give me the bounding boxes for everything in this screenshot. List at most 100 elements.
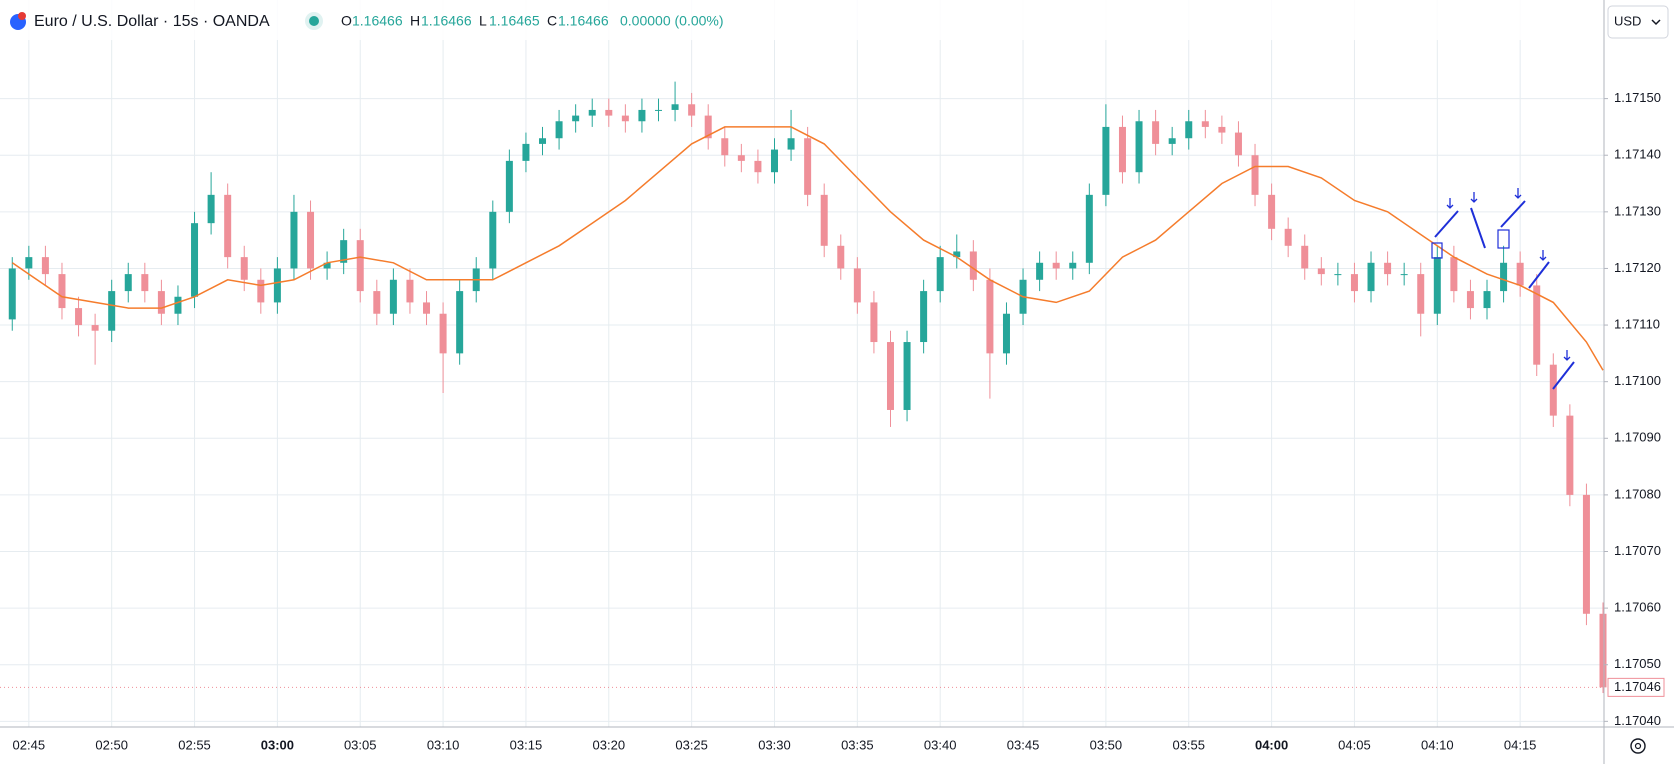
moving-average-line xyxy=(11,126,1604,371)
low-label: L xyxy=(479,13,487,29)
x-tick-label: 04:05 xyxy=(1338,737,1371,752)
candle-body xyxy=(141,274,149,292)
x-tick-label: 03:25 xyxy=(675,737,708,752)
candle-body xyxy=(638,109,646,122)
candle-body xyxy=(1466,291,1474,309)
drawing-box[interactable] xyxy=(1497,229,1510,249)
drawing-line[interactable] xyxy=(1552,361,1575,390)
y-tick-label: 1.17040 xyxy=(1614,713,1661,728)
candle-body xyxy=(1102,126,1110,195)
x-tick-label: 03:45 xyxy=(1007,737,1040,752)
y-tick-label: 1.17130 xyxy=(1614,203,1661,218)
candle-body xyxy=(870,302,878,343)
candle-body xyxy=(157,291,165,314)
last-price-tag xyxy=(1607,677,1665,697)
drawing-line[interactable] xyxy=(1528,261,1550,289)
candle-body xyxy=(1500,262,1508,292)
last-price-label: 1.17046 xyxy=(1614,679,1661,694)
candle-body xyxy=(1301,245,1309,269)
candle-body xyxy=(323,262,331,269)
y-tick-label: 1.17090 xyxy=(1614,430,1661,445)
candle-body xyxy=(1516,262,1524,286)
drawing-line[interactable] xyxy=(1470,207,1486,249)
candle-body xyxy=(986,279,994,354)
candle-body xyxy=(688,104,696,116)
candle-body xyxy=(1433,257,1441,314)
candle-body xyxy=(770,149,778,173)
candle-body xyxy=(307,211,315,269)
candle-body xyxy=(853,268,861,303)
candle-body xyxy=(1417,274,1425,314)
candle-body xyxy=(207,194,215,224)
candle-body xyxy=(273,268,281,303)
candle-body xyxy=(58,274,66,309)
candle-body xyxy=(605,109,613,116)
candle-body xyxy=(439,313,447,354)
candle-body xyxy=(25,257,33,269)
candle-body xyxy=(91,325,99,331)
candle-body xyxy=(1185,121,1193,139)
y-tick-label: 1.17050 xyxy=(1614,656,1661,671)
candle-body xyxy=(1268,194,1276,229)
candle-body xyxy=(1135,121,1143,173)
candle-body xyxy=(224,194,232,258)
candle-body xyxy=(820,194,828,246)
y-tick-label: 1.17140 xyxy=(1614,147,1661,162)
high-label: H xyxy=(410,13,420,29)
candle-body xyxy=(191,223,199,297)
candle-body xyxy=(555,121,563,139)
change-value: 0.00000 (0.00%) xyxy=(620,13,724,29)
candle-body xyxy=(787,138,795,150)
candle-body xyxy=(1317,268,1325,275)
candle-body xyxy=(1367,262,1375,292)
candle-body xyxy=(389,279,397,314)
candle-body xyxy=(1251,155,1259,195)
y-tick-label: 1.17100 xyxy=(1614,373,1661,388)
x-tick-label: 04:10 xyxy=(1421,737,1454,752)
candle-body xyxy=(886,342,894,410)
y-tick-label: 1.17110 xyxy=(1614,316,1660,331)
open-value: 1.16466 xyxy=(352,13,403,29)
candle-body xyxy=(1002,313,1010,354)
candle-body xyxy=(456,291,464,354)
candle-body xyxy=(340,240,348,263)
drawing-line[interactable] xyxy=(1434,210,1459,238)
candle-body xyxy=(1450,257,1458,292)
candle-body xyxy=(108,291,116,331)
currency-button[interactable] xyxy=(1607,5,1669,39)
x-tick-label: 03:00 xyxy=(261,737,294,752)
settings-icon-core xyxy=(1634,742,1642,750)
settings-icon[interactable] xyxy=(1630,738,1646,754)
candle-body xyxy=(1549,364,1557,416)
high-value: 1.16466 xyxy=(421,13,472,29)
candle-body xyxy=(655,109,663,111)
candle-body xyxy=(1052,262,1060,269)
candle-body xyxy=(174,296,182,314)
x-tick-label: 04:00 xyxy=(1255,737,1288,752)
candle-body xyxy=(75,308,83,326)
candle-body xyxy=(522,143,530,161)
candle-body xyxy=(1118,126,1126,173)
y-tick-label: 1.17060 xyxy=(1614,600,1661,615)
x-tick-label: 03:30 xyxy=(758,737,791,752)
x-tick-label: 03:20 xyxy=(593,737,626,752)
candle-body xyxy=(936,257,944,292)
candle-body xyxy=(704,115,712,139)
candle-body xyxy=(505,160,513,212)
grid-layer xyxy=(0,0,1604,727)
candle-body xyxy=(290,211,298,269)
candle-body xyxy=(1566,415,1574,495)
symbol-icon-flag xyxy=(18,12,26,20)
x-tick-label: 04:15 xyxy=(1504,737,1537,752)
open-label: O xyxy=(341,13,352,29)
x-tick-label: 03:15 xyxy=(510,737,543,752)
drawing-box[interactable] xyxy=(1431,242,1443,259)
candle-body xyxy=(41,257,49,275)
symbol-title[interactable]: Euro / U.S. Dollar · 15s · OANDA xyxy=(34,13,270,30)
y-tick-label: 1.17070 xyxy=(1614,543,1661,558)
x-tick-label: 02:45 xyxy=(13,737,46,752)
drawing-arrows[interactable] xyxy=(1446,188,1571,361)
drawing-line[interactable] xyxy=(1500,200,1526,228)
candle-body xyxy=(1085,194,1093,263)
currency-label: USD xyxy=(1614,13,1641,28)
